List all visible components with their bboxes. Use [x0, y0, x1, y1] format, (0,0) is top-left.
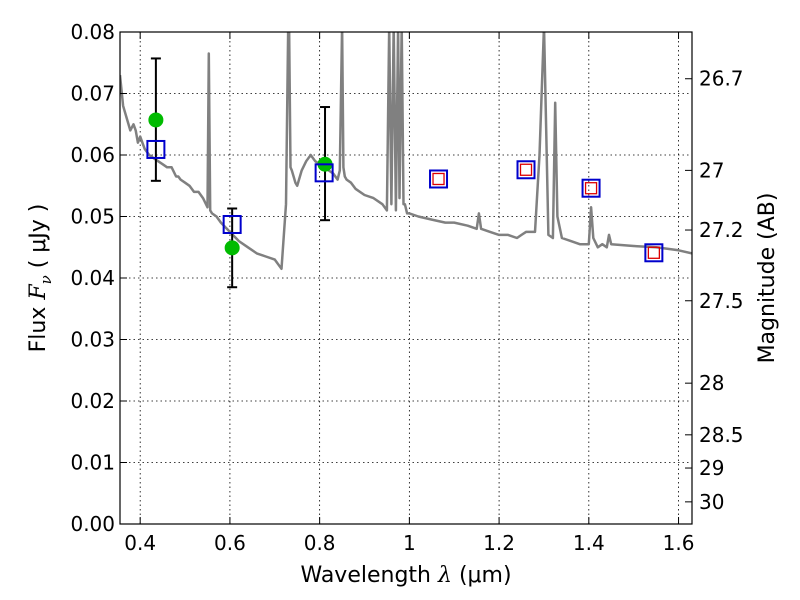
y-tick-label: 0.05: [70, 205, 115, 229]
right-axis-label: Magnitude (AB): [755, 193, 780, 364]
model-point: [516, 160, 536, 180]
x-tick-labels: 0.4 0.6 0.8 1 1.2 1.4 1.6: [124, 531, 694, 555]
y-axis-label: Flux Fν ( μJy ): [26, 204, 55, 353]
y-axis-label-unit: ( μJy ): [26, 204, 51, 269]
grid-lines: [120, 31, 692, 525]
right-tick-label: 30: [699, 490, 724, 514]
right-tick-label: 27.2: [699, 218, 744, 242]
x-axis-label: Wavelength λ (μm): [300, 563, 511, 588]
y-tick-label: 0.01: [70, 451, 115, 475]
x-tick-label: 0.8: [304, 531, 336, 555]
model-point: [146, 139, 166, 159]
model-point-inner: [519, 163, 533, 176]
y-tick-label: 0.07: [70, 82, 115, 106]
model-point: [314, 163, 334, 183]
x-tick-label: 1: [403, 531, 416, 555]
x-axis-label-text: Wavelength: [300, 563, 431, 588]
observed-point: [148, 112, 164, 128]
axis-ticks: [120, 31, 692, 525]
y-axis-label-symbol: F: [26, 284, 51, 301]
x-axis-label-unit: (μm): [459, 563, 512, 588]
y-tick-label: 0.02: [70, 389, 115, 413]
sed-curve: [120, 32, 692, 271]
right-tick-label: 27.5: [699, 289, 744, 313]
model-point: [222, 214, 242, 234]
right-tick-labels: 26.7 27 27.2 27.5 28 28.5 29 30: [699, 67, 744, 514]
model-point: [581, 178, 601, 198]
right-tick-label: 26.7: [699, 67, 744, 91]
model-point: [644, 243, 664, 263]
y-tick-label: 0.04: [70, 266, 115, 290]
y-tick-label: 0.06: [70, 143, 115, 167]
y-tick-labels: 0.00 0.01 0.02 0.03 0.04 0.05 0.06 0.07 0.08: [70, 20, 115, 536]
y-axis-label-text: Flux: [26, 307, 51, 353]
x-tick-label: 0.6: [214, 531, 246, 555]
model-point-inner: [584, 182, 598, 195]
right-tick-label: 28: [699, 371, 724, 395]
y-tick-label: 0.08: [70, 20, 115, 44]
right-tick-label: 27: [699, 158, 724, 182]
x-tick-label: 1.2: [483, 531, 515, 555]
model-point: [429, 169, 449, 189]
x-tick-label: 1.4: [573, 531, 605, 555]
model-points-layer: [146, 139, 664, 263]
x-axis-label-symbol: λ: [437, 563, 452, 588]
y-tick-label: 0.00: [70, 512, 115, 536]
y-tick-label: 0.03: [70, 328, 115, 352]
model-point-inner: [432, 172, 445, 186]
right-tick-label: 28.5: [699, 423, 744, 447]
x-tick-label: 1.6: [663, 531, 695, 555]
x-tick-label: 0.4: [124, 531, 156, 555]
observed-point: [224, 240, 240, 256]
sed-curve-layer: [120, 32, 692, 271]
right-tick-label: 29: [699, 456, 724, 480]
model-point-inner: [647, 246, 661, 259]
y-axis-label-subscript: ν: [37, 275, 55, 284]
